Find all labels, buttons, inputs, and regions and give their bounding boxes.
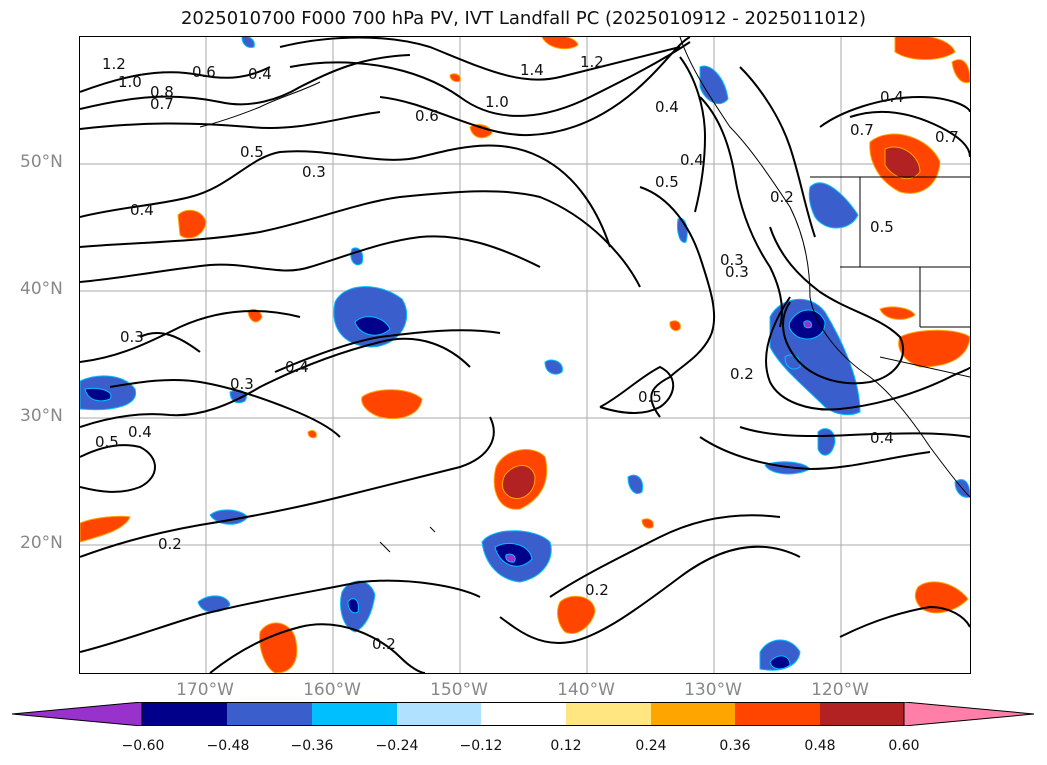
contour-label: 0.4 [285, 358, 309, 376]
colorbar-tick: 0.60 [888, 738, 920, 754]
contour-label: 0.4 [248, 65, 272, 83]
lat-label: 30°N [20, 406, 63, 426]
contour-label: 0.4 [880, 88, 904, 106]
contour-label: 0.2 [770, 188, 794, 206]
contour-label: 0.6 [415, 107, 439, 125]
contour-label: 0.3 [302, 163, 326, 181]
contour-label: 0.5 [95, 433, 119, 451]
colorbar-tick: 0.48 [804, 738, 836, 754]
colorbar-segment [735, 702, 820, 726]
lon-label: 140°W [557, 680, 615, 700]
colorbar-segment [651, 702, 735, 726]
map-panel[interactable]: 1.2 1.0 0.8 0.7 0.6 0.4 0.5 0.3 0.4 1.4 … [79, 36, 971, 674]
contour-label: 0.2 [730, 365, 754, 383]
lon-label: 170°W [176, 680, 234, 700]
colorbar-segment [481, 702, 566, 726]
contour-label: 0.2 [158, 535, 182, 553]
colorbar-segment [397, 702, 481, 726]
contour-label: 0.5 [870, 218, 894, 236]
contour-label: 0.8 [150, 83, 174, 101]
negative-anomaly-regions [80, 37, 970, 671]
arrow-right-icon [903, 702, 1034, 726]
contour-label: 0.4 [130, 201, 154, 219]
contour-label: 0.5 [240, 143, 264, 161]
pv-contours [80, 37, 970, 673]
lon-label: 150°W [430, 680, 488, 700]
contour-label: 0.2 [372, 635, 396, 653]
contour-labels: 1.2 1.0 0.8 0.7 0.6 0.4 0.5 0.3 0.4 1.4 … [95, 53, 959, 653]
colorbar-tick: −0.24 [375, 738, 419, 754]
colorbar-tick: −0.60 [121, 738, 165, 754]
colorbar-segment [566, 702, 651, 726]
lat-label: 40°N [20, 279, 63, 299]
contour-label: 0.3 [720, 251, 744, 269]
colorbar-tick: 0.36 [719, 738, 751, 754]
contour-label: 0.7 [935, 128, 959, 146]
lon-label: 130°W [684, 680, 742, 700]
contour-label: 1.4 [520, 61, 544, 79]
contour-label: 0.7 [150, 95, 174, 113]
lat-label: 50°N [20, 152, 63, 172]
contour-label: 0.5 [638, 388, 662, 406]
lon-label: 120°W [811, 680, 869, 700]
colorbar-segment [312, 702, 397, 726]
contour-label: 0.3 [725, 263, 749, 281]
lon-label: 160°W [303, 680, 361, 700]
map-canvas: 1.2 1.0 0.8 0.7 0.6 0.4 0.5 0.3 0.4 1.4 … [80, 37, 970, 673]
contour-label: 0.3 [120, 328, 144, 346]
contour-label: 0.4 [870, 429, 894, 447]
contour-label: 1.0 [118, 73, 142, 91]
colorbar [12, 702, 1034, 726]
colorbar-segment [142, 702, 227, 726]
colorbar-tick: 0.24 [635, 738, 667, 754]
contour-label: 0.4 [128, 423, 152, 441]
map-title: 2025010700 F000 700 hPa PV, IVT Landfall… [180, 8, 867, 29]
colorbar-segment [820, 702, 904, 726]
positive-anomaly-regions [80, 37, 970, 673]
contour-label: 0.5 [655, 173, 679, 191]
contour-label: 0.2 [585, 581, 609, 599]
contour-label: 0.3 [230, 375, 254, 393]
contour-label: 0.6 [192, 63, 216, 81]
contour-label: 0.4 [655, 98, 679, 116]
contour-label: 1.2 [580, 53, 604, 71]
colorbar-tick: −0.48 [206, 738, 250, 754]
lat-label: 20°N [20, 533, 63, 553]
colorbar-segment [227, 702, 312, 726]
arrow-left-icon [12, 702, 143, 726]
colorbar-tick: 0.12 [550, 738, 582, 754]
contour-label: 1.2 [102, 55, 126, 73]
contour-label: 0.7 [850, 121, 874, 139]
colorbar-tick: −0.36 [290, 738, 334, 754]
contour-label: 0.4 [680, 151, 704, 169]
colorbar-tick: −0.12 [459, 738, 503, 754]
contour-label: 1.0 [485, 93, 509, 111]
coastlines [199, 37, 970, 553]
